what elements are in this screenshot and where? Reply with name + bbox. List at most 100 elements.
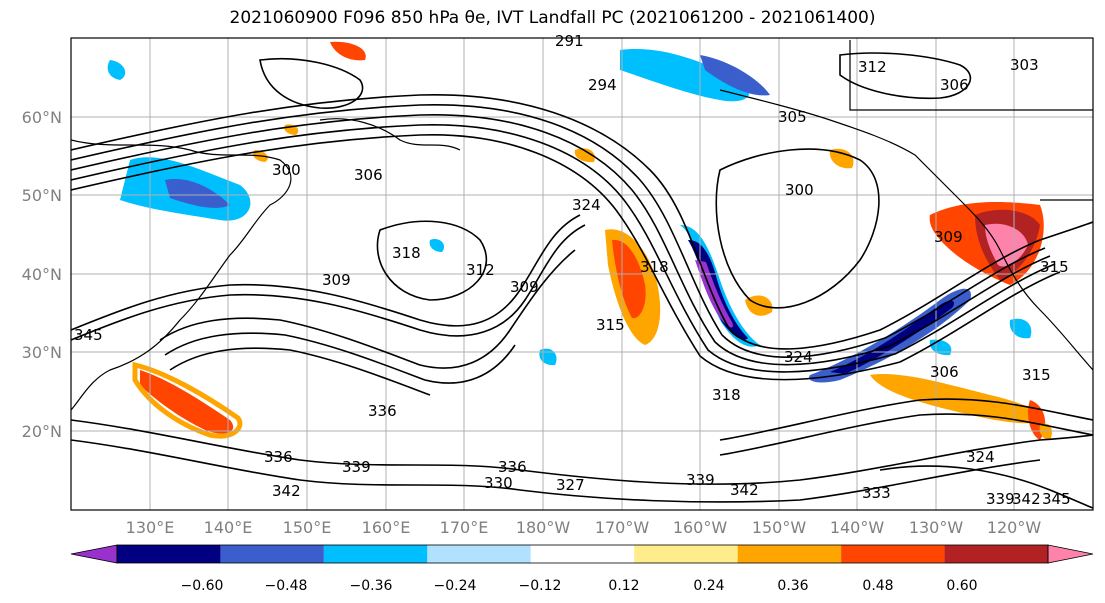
colorbar-segment: [634, 545, 738, 563]
contour-label: 336: [264, 448, 293, 466]
graticule: [71, 38, 1093, 510]
colorbar-segment: [944, 545, 1048, 563]
colorbar: [70, 544, 1094, 564]
colorbar-tick-labels: −0.60 −0.48 −0.36 −0.24 −0.12 0.12 0.24 …: [181, 578, 978, 594]
contour-label: 324: [572, 196, 601, 214]
colorbar-extend-max: [1047, 544, 1094, 564]
lon-label: 160°W: [673, 518, 728, 537]
colorbar-segment: [530, 545, 635, 563]
colorbar-tick-label: −0.60: [181, 578, 224, 594]
contour-label: 312: [858, 58, 887, 76]
contour-label: 318: [712, 386, 741, 404]
positive-anomaly-patch: [330, 41, 366, 61]
map-title: 2021060900 F096 850 hPa θe, IVT Landfall…: [229, 8, 876, 28]
contour-label: 315: [596, 316, 625, 334]
contour-label: 327: [556, 476, 585, 494]
contour-label: 339: [686, 471, 715, 489]
positive-anomaly-patch: [140, 370, 234, 434]
contour-label: 333: [862, 484, 891, 502]
lat-label: 20°N: [22, 422, 62, 441]
positive-anomaly-patch: [1039, 423, 1052, 440]
contour-label: 345: [74, 326, 103, 344]
colorbar-segment: [117, 545, 221, 563]
contour-label: 336: [368, 402, 397, 420]
positive-anomaly-patch: [574, 148, 595, 163]
contour-label: 315: [1022, 366, 1051, 384]
contour-label: 330: [484, 474, 513, 492]
lat-label: 30°N: [22, 343, 62, 362]
colorbar-segment: [737, 545, 842, 563]
contour-label: 336: [498, 458, 527, 476]
positive-anomaly-outline: [132, 361, 243, 439]
positive-anomaly-patch: [985, 223, 1028, 267]
positive-anomaly-patch: [612, 239, 646, 319]
colorbar-tick-label: 0.24: [693, 578, 724, 594]
colorbar-extend-min: [70, 544, 118, 564]
lon-label: 170°W: [595, 518, 650, 537]
negative-anomaly-patch: [1009, 318, 1032, 339]
negative-anomaly-patch: [620, 49, 750, 102]
contour-label: 306: [354, 166, 383, 184]
contour-label: 342: [272, 482, 301, 500]
colorbar-tick-label: −0.24: [434, 578, 477, 594]
contour-label: 339: [986, 490, 1015, 508]
lon-label: 160°E: [362, 518, 411, 537]
contour-label: 294: [588, 76, 617, 94]
contour-label: 309: [322, 271, 351, 289]
theta-e-contours: [71, 52, 1093, 509]
contour-label: 309: [934, 228, 963, 246]
colorbar-segment: [323, 545, 428, 563]
contour-label: 309: [510, 278, 539, 296]
negative-anomaly-patch: [429, 239, 445, 252]
contour-label: 342: [1012, 490, 1041, 508]
colorbar-tick-label: −0.12: [519, 578, 562, 594]
negative-anomaly-patch: [539, 348, 557, 366]
contour-label: 324: [966, 448, 995, 466]
lon-label: 130°W: [909, 518, 964, 537]
colorbar-tick-label: 0.36: [777, 578, 808, 594]
contour-label: 305: [778, 108, 807, 126]
lon-label: 140°W: [830, 518, 885, 537]
contour-label: 306: [930, 363, 959, 381]
lon-label: 150°W: [752, 518, 807, 537]
lon-label: 120°W: [987, 518, 1042, 537]
colorbar-segment: [841, 545, 945, 563]
contour-label: 318: [392, 244, 421, 262]
contour-label: 342: [730, 481, 759, 499]
negative-anomaly-patch: [695, 260, 733, 328]
contour-label: 324: [784, 348, 813, 366]
longitude-labels: 130°E 140°E 150°E 160°E 170°E 180°W 170°…: [126, 518, 1042, 537]
coastlines: [71, 40, 1093, 411]
contour-labels: 291 294 312 306 303 305 300 306 300 324 …: [74, 32, 1071, 508]
lon-label: 140°E: [204, 518, 253, 537]
lat-label: 60°N: [22, 108, 62, 127]
contour-label: 300: [272, 161, 301, 179]
contour-label: 291: [555, 32, 584, 50]
lon-label: 150°E: [283, 518, 332, 537]
colorbar-segment: [220, 545, 324, 563]
lon-label: 130°E: [126, 518, 175, 537]
colorbar-tick-label: 0.12: [608, 578, 639, 594]
negative-anomaly-patch: [165, 179, 230, 208]
lon-label: 170°E: [440, 518, 489, 537]
negative-anomaly-patch: [700, 55, 770, 96]
contour-label: 315: [1040, 258, 1069, 276]
lon-label: 180°W: [516, 518, 571, 537]
negative-anomaly-patch: [107, 60, 126, 80]
colorbar-tick-label: 0.48: [862, 578, 893, 594]
map-frame: [70, 37, 1094, 511]
contour-label: 345: [1042, 490, 1071, 508]
negative-anomaly-patch: [830, 300, 955, 374]
colorbar-segment: [427, 545, 531, 563]
contour-label: 300: [785, 181, 814, 199]
lat-label: 40°N: [22, 265, 62, 284]
contour-label: 339: [342, 458, 371, 476]
colorbar-tick-label: −0.48: [265, 578, 308, 594]
lat-label: 50°N: [22, 186, 62, 205]
colorbar-border: [116, 544, 1049, 564]
colorbar-tick-label: 0.60: [946, 578, 977, 594]
latitude-labels: 60°N 50°N 40°N 30°N 20°N: [22, 108, 62, 441]
positive-anomaly-patch: [829, 148, 854, 169]
contour-label: 306: [940, 76, 969, 94]
